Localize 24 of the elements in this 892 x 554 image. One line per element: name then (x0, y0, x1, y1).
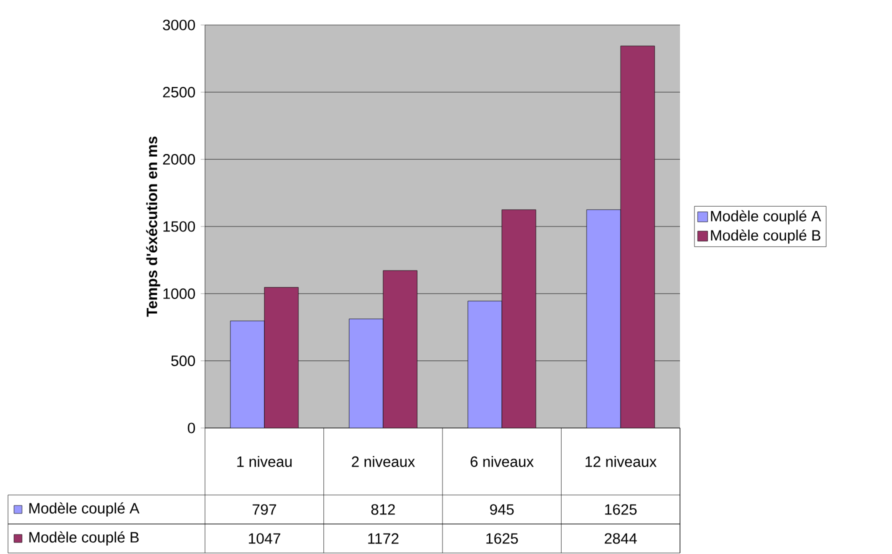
x-tick-label: 1 niveau (237, 456, 292, 467)
x-tick-label: 6 niveaux (470, 456, 534, 467)
data-label: 2844 (604, 533, 637, 544)
y-tick-label: 3000 (162, 20, 195, 30)
data-label: 945 (490, 504, 514, 515)
data-label: 812 (371, 504, 395, 515)
x-tick-label: 12 niveaux (586, 456, 657, 467)
data-label: 797 (252, 504, 276, 515)
data-label: 1172 (368, 533, 398, 544)
text: Modèle couplé B (29, 531, 139, 546)
text: Modèle couplé A (29, 502, 140, 517)
y-tick-label: 2500 (163, 86, 195, 98)
x-tick-label: 2 niveaux (352, 456, 415, 467)
legend-label: Modèle couplé B (711, 229, 820, 244)
data-label: 1625 (605, 504, 637, 515)
y-tick-label: 1000 (163, 288, 195, 299)
y-tick-label: 2000 (163, 154, 195, 165)
y-axis-title: Temps d'éxécution en ms (146, 136, 160, 317)
y-tick-label: 1500 (163, 221, 195, 232)
y-tick-label: 500 (171, 356, 195, 366)
data-label: 1047 (248, 533, 280, 544)
legend-label: Modèle couplé A (711, 210, 822, 224)
y-tick-label: 0 (188, 422, 195, 434)
data-label: 1625 (486, 533, 518, 544)
